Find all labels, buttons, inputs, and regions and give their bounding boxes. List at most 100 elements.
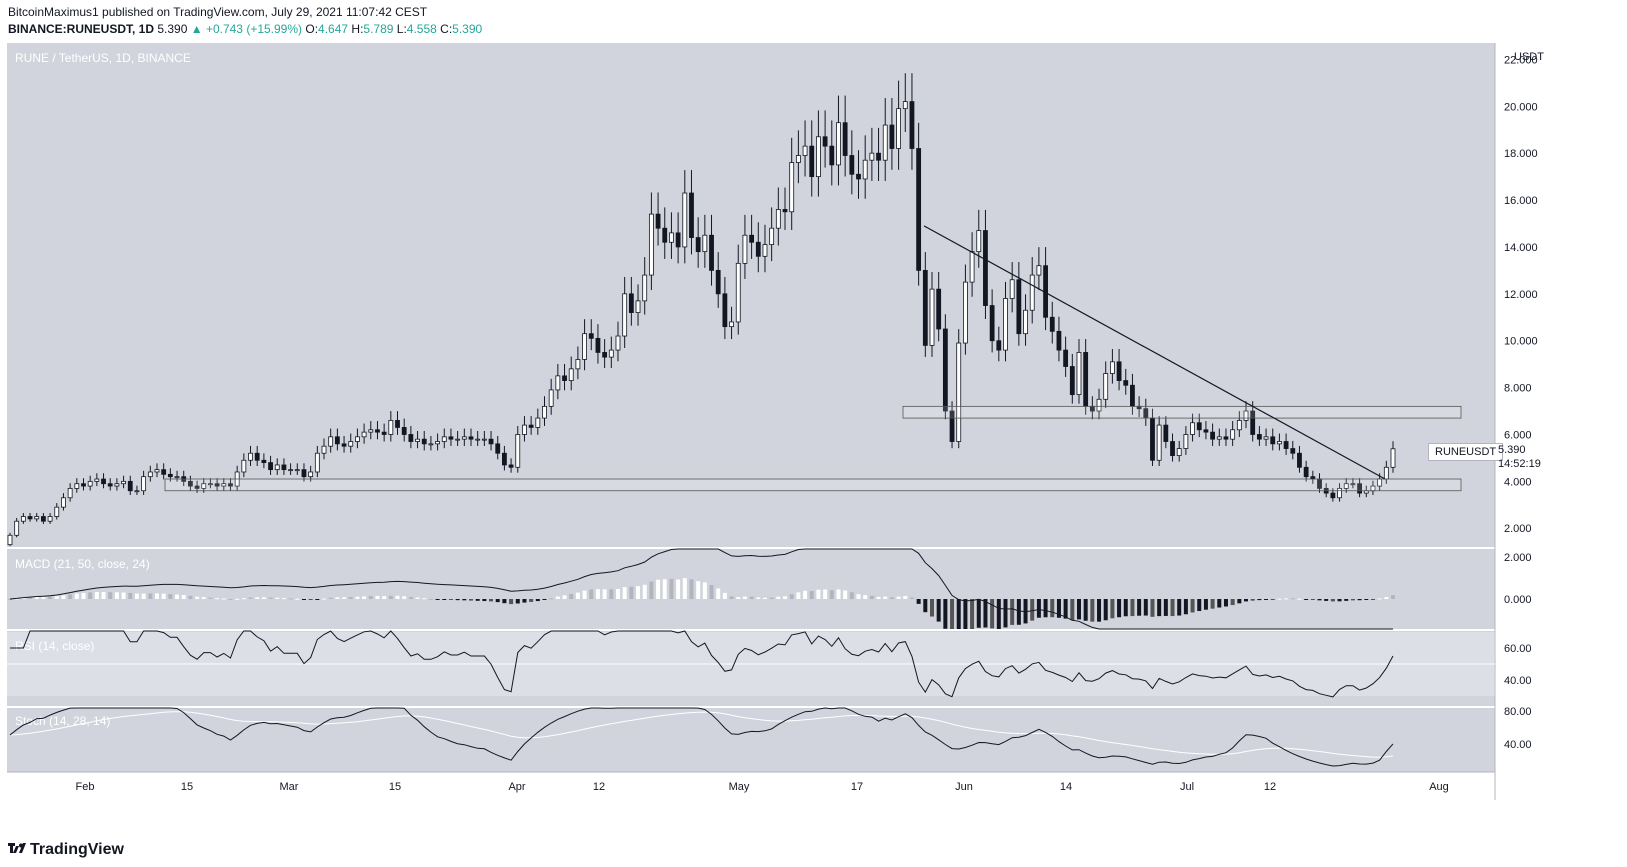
- macd-bar: [308, 599, 313, 600]
- candle-body: [615, 335, 621, 351]
- low-value: 4.558: [406, 22, 437, 36]
- macd-bar: [936, 599, 941, 622]
- macd-bar: [315, 599, 320, 600]
- macd-bar: [829, 590, 834, 599]
- macd-bar: [756, 597, 761, 599]
- candle-body: [548, 389, 554, 407]
- time-tick-label: Apr: [508, 781, 525, 793]
- candle-body: [395, 420, 400, 428]
- candle-body: [1009, 279, 1015, 299]
- candle-body: [1016, 279, 1022, 335]
- macd-bar: [702, 582, 707, 599]
- macd-bar: [889, 597, 894, 599]
- candle-body: [822, 136, 828, 147]
- macd-bar: [161, 593, 166, 599]
- macd-bar: [462, 599, 467, 601]
- time-tick-label: 12: [1264, 781, 1276, 793]
- macd-bar: [495, 599, 500, 603]
- candle-body: [969, 251, 975, 283]
- candle-body: [1163, 424, 1169, 442]
- macd-tick-label: 0.000: [1504, 594, 1532, 606]
- macd-bar: [629, 586, 634, 599]
- macd-bar: [54, 596, 59, 599]
- candle-body: [27, 516, 33, 520]
- candle-body: [816, 136, 821, 178]
- candle-body: [328, 436, 334, 447]
- candle-body: [1096, 398, 1102, 412]
- macd-bar: [21, 597, 26, 599]
- candle-body: [214, 483, 220, 487]
- macd-bar: [181, 595, 186, 599]
- macd-bar: [175, 594, 180, 599]
- macd-bar: [803, 590, 808, 599]
- candle-body: [1036, 265, 1042, 276]
- macd-bar: [1016, 599, 1021, 625]
- candle-body: [67, 487, 73, 499]
- macd-bar: [1197, 599, 1202, 612]
- macd-bar: [1143, 599, 1148, 616]
- candle-body: [388, 420, 394, 435]
- macd-bar: [983, 599, 988, 628]
- candle-body: [268, 462, 273, 471]
- symbol-price-tag: RUNEUSDT: [1428, 443, 1504, 461]
- candle-body: [7, 534, 13, 546]
- macd-bar: [375, 596, 380, 599]
- candle-body: [134, 490, 140, 493]
- candle-body: [949, 410, 955, 442]
- macd-bar: [1250, 599, 1255, 601]
- macd-bar: [1210, 599, 1215, 609]
- macd-bar: [74, 593, 79, 599]
- macd-bar: [1137, 599, 1142, 616]
- macd-bar: [1110, 599, 1115, 619]
- low-label: L:: [396, 22, 407, 36]
- macd-bar: [729, 596, 734, 599]
- macd-bar: [742, 596, 747, 599]
- macd-bar: [1076, 599, 1081, 620]
- candle-body: [829, 145, 835, 166]
- macd-bar: [1063, 599, 1068, 619]
- candle-body: [201, 483, 207, 489]
- macd-bar: [876, 596, 881, 599]
- macd-bar: [1257, 599, 1262, 601]
- candle-body: [608, 349, 614, 358]
- candle-body: [241, 459, 247, 473]
- candle-body: [161, 469, 167, 475]
- candle-body: [87, 480, 93, 487]
- candle-body: [1357, 483, 1362, 494]
- candle-body: [849, 155, 855, 175]
- candle-body: [876, 152, 881, 161]
- candle-body: [575, 359, 581, 370]
- support-zone: [164, 478, 1462, 492]
- candle-body: [1283, 441, 1289, 449]
- macd-bar: [836, 589, 841, 599]
- candle-body: [1063, 349, 1069, 367]
- candle-body: [662, 227, 668, 243]
- macd-bar: [188, 595, 193, 599]
- candle-body: [602, 352, 608, 358]
- price-tick-label: 14.000: [1504, 242, 1538, 254]
- candle-body: [1056, 330, 1062, 351]
- candle-body: [669, 232, 674, 243]
- candle-body: [428, 443, 434, 446]
- macd-bar: [843, 590, 848, 599]
- candles-group: [7, 73, 1396, 547]
- price-tick-label: 22.000: [1504, 54, 1538, 66]
- macd-bar: [589, 589, 594, 599]
- macd-bar: [816, 589, 821, 599]
- candle-body: [1350, 483, 1356, 486]
- candle-body: [461, 436, 467, 440]
- candle-body: [535, 417, 541, 428]
- candle-body: [341, 443, 347, 447]
- candle-body: [1123, 380, 1129, 386]
- macd-bar: [1150, 599, 1155, 617]
- candle-body: [1130, 384, 1135, 407]
- price-tick-label: 4.000: [1504, 476, 1532, 488]
- chart-title: RUNE / TetherUS, 1D, BINANCE: [15, 51, 191, 65]
- macd-bar: [535, 599, 540, 602]
- tradingview-brand[interactable]: TradingView: [8, 841, 124, 859]
- macd-bar: [682, 578, 687, 599]
- macd-bar: [883, 596, 888, 599]
- macd-bar: [134, 593, 139, 599]
- candle-body: [1170, 441, 1175, 456]
